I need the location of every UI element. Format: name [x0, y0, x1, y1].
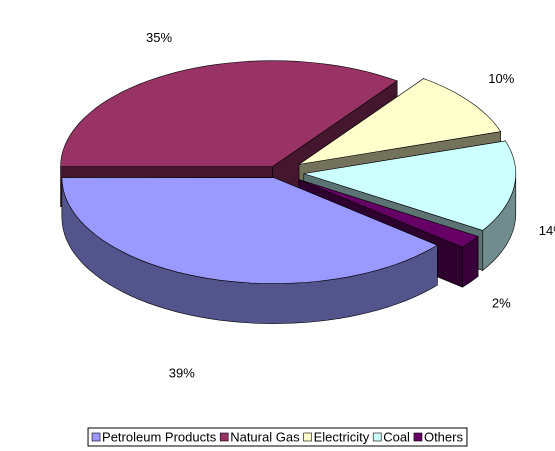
- legend-box: [87, 427, 468, 447]
- legend-swatch: [219, 432, 229, 442]
- slice-top: [298, 78, 502, 165]
- slice-top: [61, 177, 438, 284]
- slice-top: [60, 60, 398, 168]
- legend-label: Electricity: [314, 429, 370, 444]
- value-label: 35%: [146, 30, 172, 45]
- legend-swatch: [372, 432, 382, 442]
- value-label: 2%: [492, 296, 511, 311]
- legend: Petroleum Products Natural Gas Electricity…: [87, 427, 468, 447]
- legend-swatch: [303, 432, 312, 442]
- legend-swatch: [413, 432, 423, 442]
- slice: [61, 177, 438, 324]
- legend-label: Petroleum Products: [102, 429, 217, 444]
- slice-top: [303, 140, 517, 231]
- value-label: 10%: [488, 71, 514, 86]
- legend-swatch: [91, 432, 101, 442]
- legend-label: Others: [424, 429, 464, 444]
- value-label: 14%: [539, 223, 555, 238]
- legend-label: Natural Gas: [230, 429, 300, 444]
- value-label: 39%: [169, 365, 195, 380]
- slice-top: [298, 179, 479, 248]
- legend-label: Coal: [383, 429, 410, 444]
